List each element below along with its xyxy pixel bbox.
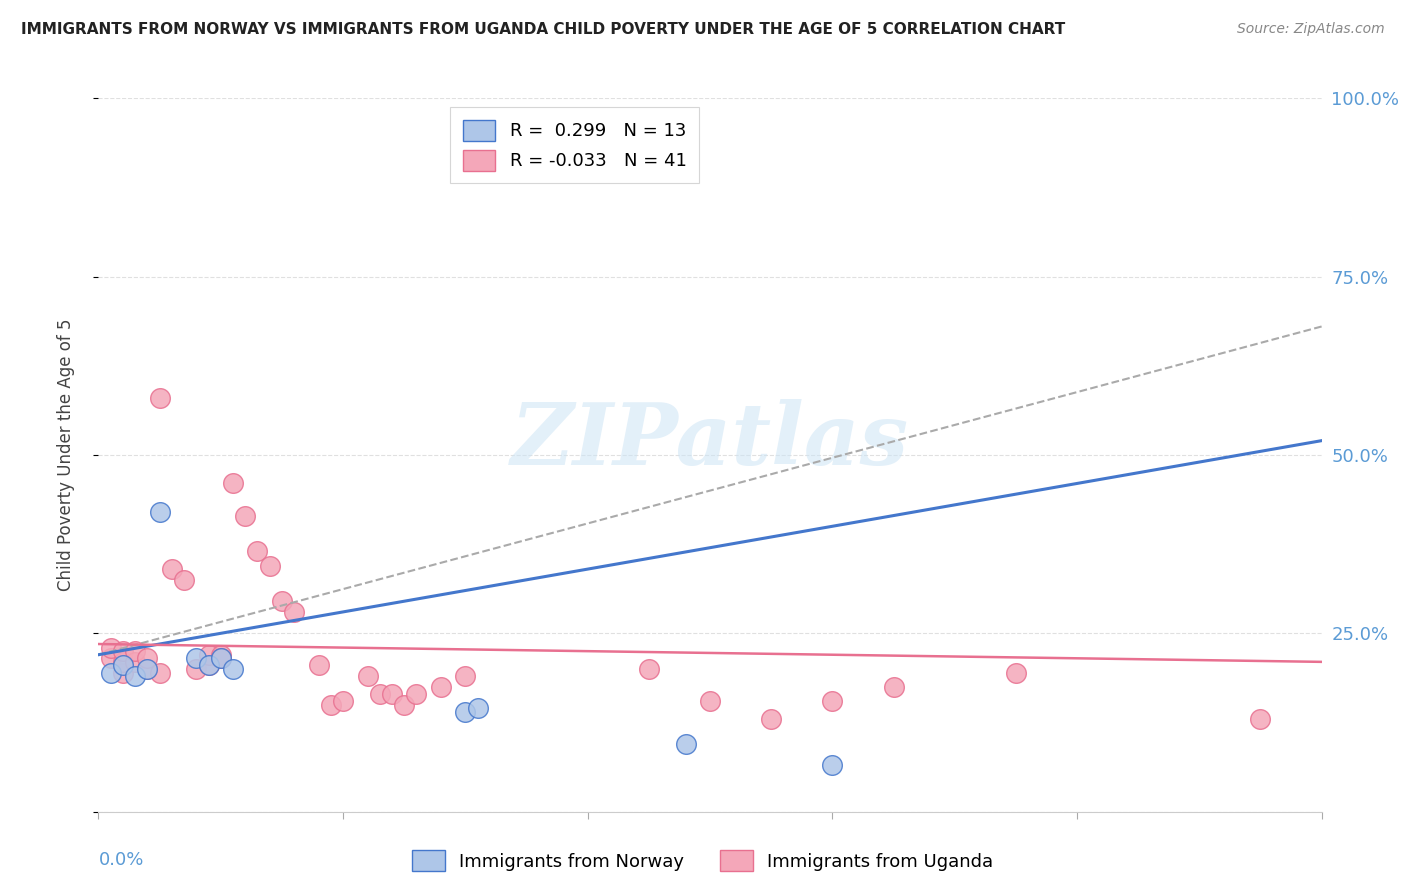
Point <box>675 737 697 751</box>
Point <box>111 644 134 658</box>
Point <box>283 605 305 619</box>
Point <box>197 658 219 673</box>
Text: ZIPatlas: ZIPatlas <box>510 399 910 483</box>
Text: 0.0%: 0.0% <box>98 851 143 869</box>
Point <box>332 694 354 708</box>
Point <box>124 655 146 669</box>
Point <box>1249 712 1271 726</box>
Point <box>381 687 404 701</box>
Point <box>160 562 183 576</box>
Point <box>111 665 134 680</box>
Point <box>1004 665 1026 680</box>
Point <box>233 508 256 523</box>
Point <box>100 651 122 665</box>
Point <box>454 705 477 719</box>
Point <box>246 544 269 558</box>
Point <box>454 669 477 683</box>
Text: Source: ZipAtlas.com: Source: ZipAtlas.com <box>1237 22 1385 37</box>
Point <box>111 658 134 673</box>
Point <box>136 662 159 676</box>
Point <box>100 665 122 680</box>
Point <box>222 662 245 676</box>
Point <box>173 573 195 587</box>
Point <box>186 662 208 676</box>
Point <box>356 669 378 683</box>
Point <box>259 558 281 573</box>
Point <box>270 594 292 608</box>
Point <box>111 655 134 669</box>
Point <box>149 505 172 519</box>
Point <box>100 640 122 655</box>
Point <box>136 651 159 665</box>
Point <box>209 648 232 662</box>
Point <box>308 658 330 673</box>
Legend: Immigrants from Norway, Immigrants from Uganda: Immigrants from Norway, Immigrants from … <box>405 843 1001 879</box>
Point <box>821 758 844 772</box>
Point <box>197 658 219 673</box>
Point <box>821 694 844 708</box>
Point <box>209 651 232 665</box>
Point <box>759 712 782 726</box>
Point <box>222 476 245 491</box>
Point <box>405 687 427 701</box>
Legend: R =  0.299   N = 13, R = -0.033   N = 41: R = 0.299 N = 13, R = -0.033 N = 41 <box>450 107 699 183</box>
Point <box>368 687 391 701</box>
Text: IMMIGRANTS FROM NORWAY VS IMMIGRANTS FROM UGANDA CHILD POVERTY UNDER THE AGE OF : IMMIGRANTS FROM NORWAY VS IMMIGRANTS FRO… <box>21 22 1066 37</box>
Point <box>319 698 342 712</box>
Point <box>149 391 172 405</box>
Point <box>699 694 721 708</box>
Point <box>430 680 453 694</box>
Point <box>392 698 416 712</box>
Point <box>637 662 661 676</box>
Point <box>149 665 172 680</box>
Point <box>124 644 146 658</box>
Point <box>467 701 489 715</box>
Point <box>186 651 208 665</box>
Point <box>883 680 905 694</box>
Y-axis label: Child Poverty Under the Age of 5: Child Poverty Under the Age of 5 <box>56 318 75 591</box>
Point <box>197 648 219 662</box>
Point <box>136 662 159 676</box>
Point <box>209 651 232 665</box>
Point <box>124 669 146 683</box>
